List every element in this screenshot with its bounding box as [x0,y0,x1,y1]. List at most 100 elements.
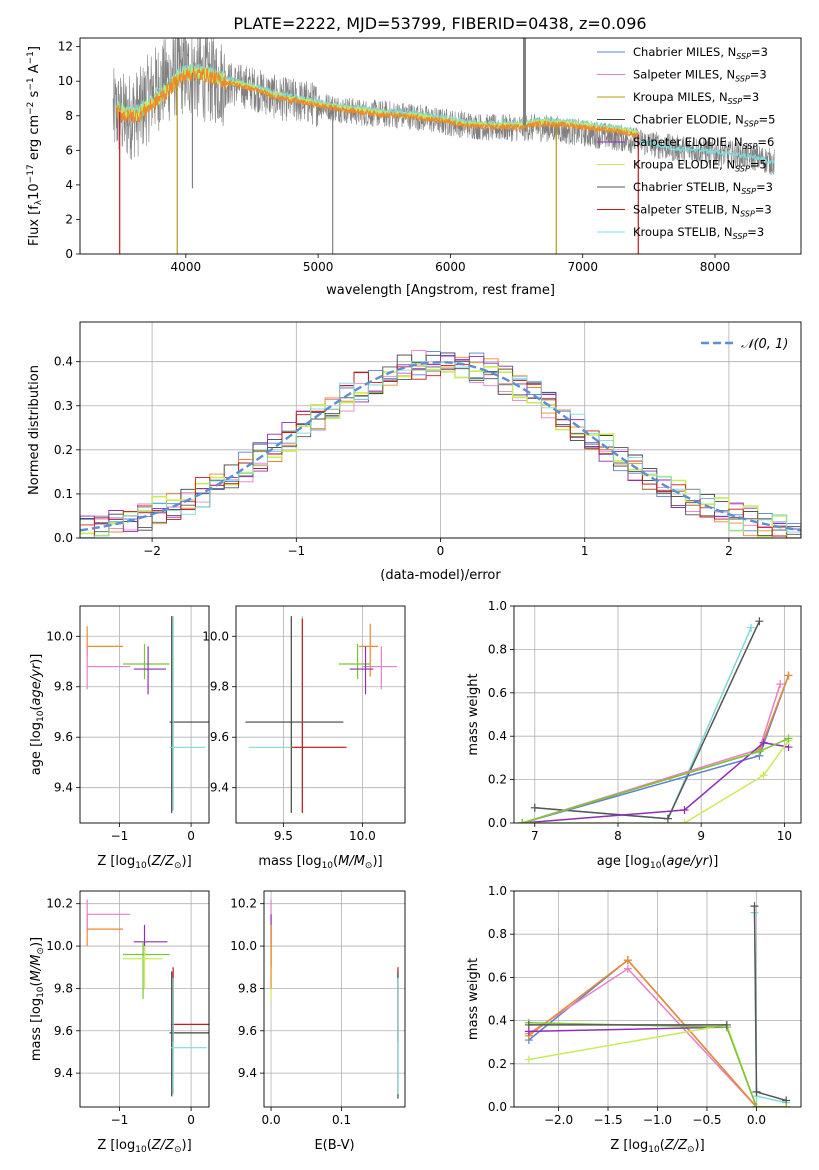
axes-frame [79,890,210,1108]
axis-label-part: 10 [322,861,334,871]
x-tick-label: −1 [111,1113,129,1127]
axis-label-part: 10 [36,710,46,722]
age-vs-Z-panel: −1 09.49.69.810.0Z [log10(Z/Z⊙)]age [log1… [29,605,210,871]
figure-title: PLATE=2222, MJD=53799, FIBERID=0438, z=0… [233,14,646,33]
x-tick-label: 0.0 [747,1113,766,1127]
x-axis-label: E(B-V) [314,1138,354,1153]
weight-point-marker [680,805,689,814]
axis-label-part: ] [29,937,44,942]
weight-point-marker [663,814,672,823]
axis-label-part: ( [147,1138,152,1153]
legend-subscript: SSP [740,210,755,219]
y-tick-label: 0.6 [488,686,507,700]
x-axis-label: wavelength [Angstrom, rest frame] [326,283,555,298]
y-tick-label: 0.4 [54,355,73,369]
weight-point-marker [747,623,756,632]
y-axis-label-part: A [27,64,42,77]
legend-label: Chabrier MILES, NSSP=3 [633,45,768,61]
y-tick-label: 0.2 [488,1057,507,1071]
x-tick-label: −1 [111,829,129,843]
y-tick-label: 0.2 [54,443,73,457]
x-axis-label: Z [log10(Z/Z⊙)] [97,1138,191,1155]
x-tick-label: 8 [614,829,622,843]
x-axis-label: Z [log10(Z/Z⊙)] [97,854,191,871]
weight-point-marker [759,771,768,780]
axis-label-part: M/M [338,854,365,869]
y-tick-label: 10 [58,74,73,88]
x-tick-label: 0.1 [332,1113,351,1127]
y-axis-label: mass weight [466,673,481,755]
legend-ssp-count: =5 [759,113,776,127]
axis-label-part: E(B-V) [314,1138,354,1153]
x-tick-label: 0 [187,829,195,843]
y-tick-label: 12 [58,40,73,54]
y-axis-label-part: λ [34,199,44,205]
x-tick-label: 7000 [567,260,598,274]
weight-point-marker [722,1020,731,1029]
x-axis-label: mass [log10(M/M⊙)] [258,854,382,871]
residual-histogram [80,360,801,538]
y-tick-label: 0.1 [54,487,73,501]
x-tick-label: −2 [143,544,161,558]
y-axis-label: age [log10(age/yr)] [29,654,46,776]
legend-subscript: SSP [743,142,758,151]
legend-ssp-count: =3 [756,180,773,194]
axis-label-part: 10 [36,986,46,998]
legend-label: Chabrier STELIB, NSSP=3 [633,180,773,196]
y-tick-label: 8 [65,109,73,123]
axis-label-part: ) [29,942,44,947]
weight-point-marker [524,1020,533,1029]
axis-label-part: 10 [650,861,662,871]
x-tick-label: −1.0 [643,1113,672,1127]
x-tick-label: −1 [287,544,305,558]
y-axis-label: Flux [fλ10−17 erg cm−2 s−1 A−1] [26,46,44,246]
axes-frame [79,605,210,824]
y-tick-label: 9.8 [54,981,73,995]
axis-label-part: ( [29,706,44,711]
x-tick-label: 9 [697,829,705,843]
errorbar-plot-area [245,616,398,813]
y-tick-label: 9.6 [54,730,73,744]
y-axis-label-part: −1 [26,77,36,90]
y-tick-label: 1.0 [488,884,507,898]
y-tick-label: 0 [65,247,73,261]
y-axis-label: mass [log10(M/M⊙)] [29,937,46,1061]
axis-label-part: Z/Z [151,854,175,869]
legend-ssp-count: =5 [750,158,767,172]
axis-label-part: Z [log [610,1138,648,1153]
y-tick-label: 0.0 [488,1100,507,1114]
weight-point-marker [530,803,539,812]
y-tick-label: 10.0 [202,629,229,643]
y-tick-label: 2 [65,212,73,226]
weight-point-marker [623,964,632,973]
y-tick-label: 0.0 [488,816,507,830]
axis-label-part: ⊙ [36,947,46,955]
y-axis-label-part: −2 [26,102,36,115]
weight-point-marker [752,1103,761,1107]
legend-label: Kroupa ELODIE, NSSP=5 [633,158,767,174]
legend-ssp-count: =3 [755,203,772,217]
x-tick-label: 0 [187,1113,195,1127]
axes-frame [79,321,802,539]
axis-label-part: Z [log [97,1138,135,1153]
y-tick-label: 9.6 [54,1024,73,1038]
age-vs-mass-panel: 9.5 10.0 9.4 9.6 9.8 10.0 mass [log10(M/M⊙)] [202,605,406,871]
axes-frame [263,890,406,1108]
x-tick-label: −0.5 [692,1113,721,1127]
y-tick-label: 9.4 [210,781,229,795]
weight-point-marker [755,747,764,756]
y-tick-label: 10.2 [230,897,257,911]
weight-point-marker [755,617,764,626]
x-tick-label: 10 [777,829,792,843]
y-tick-label: 9.8 [54,680,73,694]
x-tick-label: 5000 [303,260,334,274]
axis-label-part: ) [372,854,377,869]
weight-point-marker [623,956,632,965]
weight-series-line [522,740,790,823]
y-axis-label: mass weight [466,958,481,1040]
y-tick-label: 4 [65,178,73,192]
axis-label-part: Z [log [97,854,135,869]
axes-frame [513,605,802,824]
